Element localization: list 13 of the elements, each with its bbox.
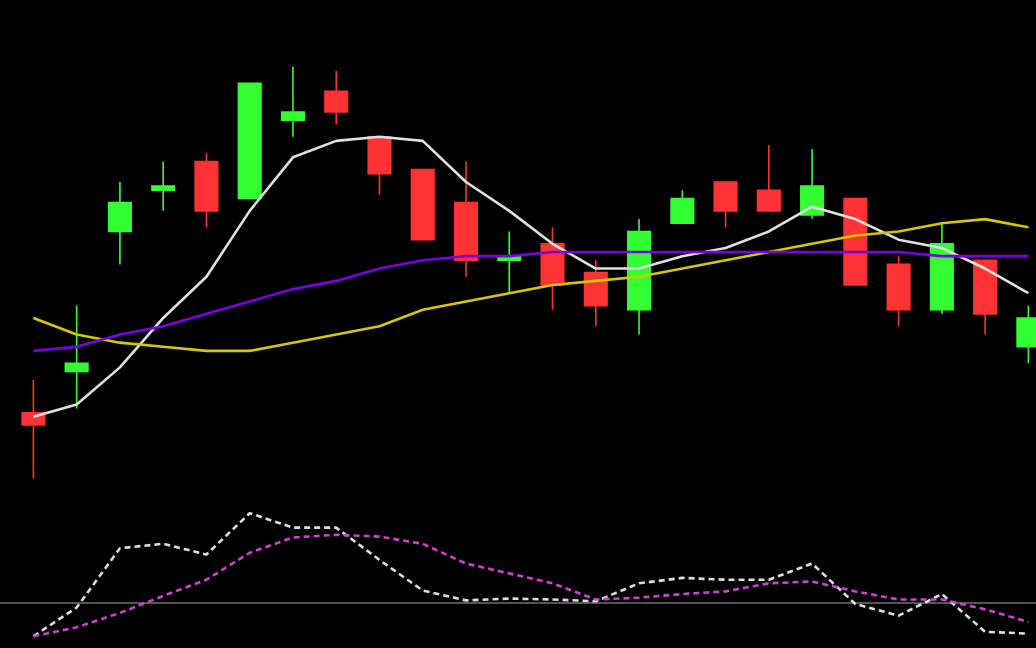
candlestick [756,144,781,212]
candlestick [151,160,176,212]
candlestick [107,181,132,266]
candlestick [64,304,89,410]
candlestick [583,259,608,327]
candlestick [324,70,349,126]
candlestick [800,148,825,220]
candlestick [367,135,392,196]
candlestick [886,255,911,327]
candlestick [21,378,46,480]
candlestick [280,65,306,138]
candlestick [670,189,695,225]
candlestick [713,181,738,229]
